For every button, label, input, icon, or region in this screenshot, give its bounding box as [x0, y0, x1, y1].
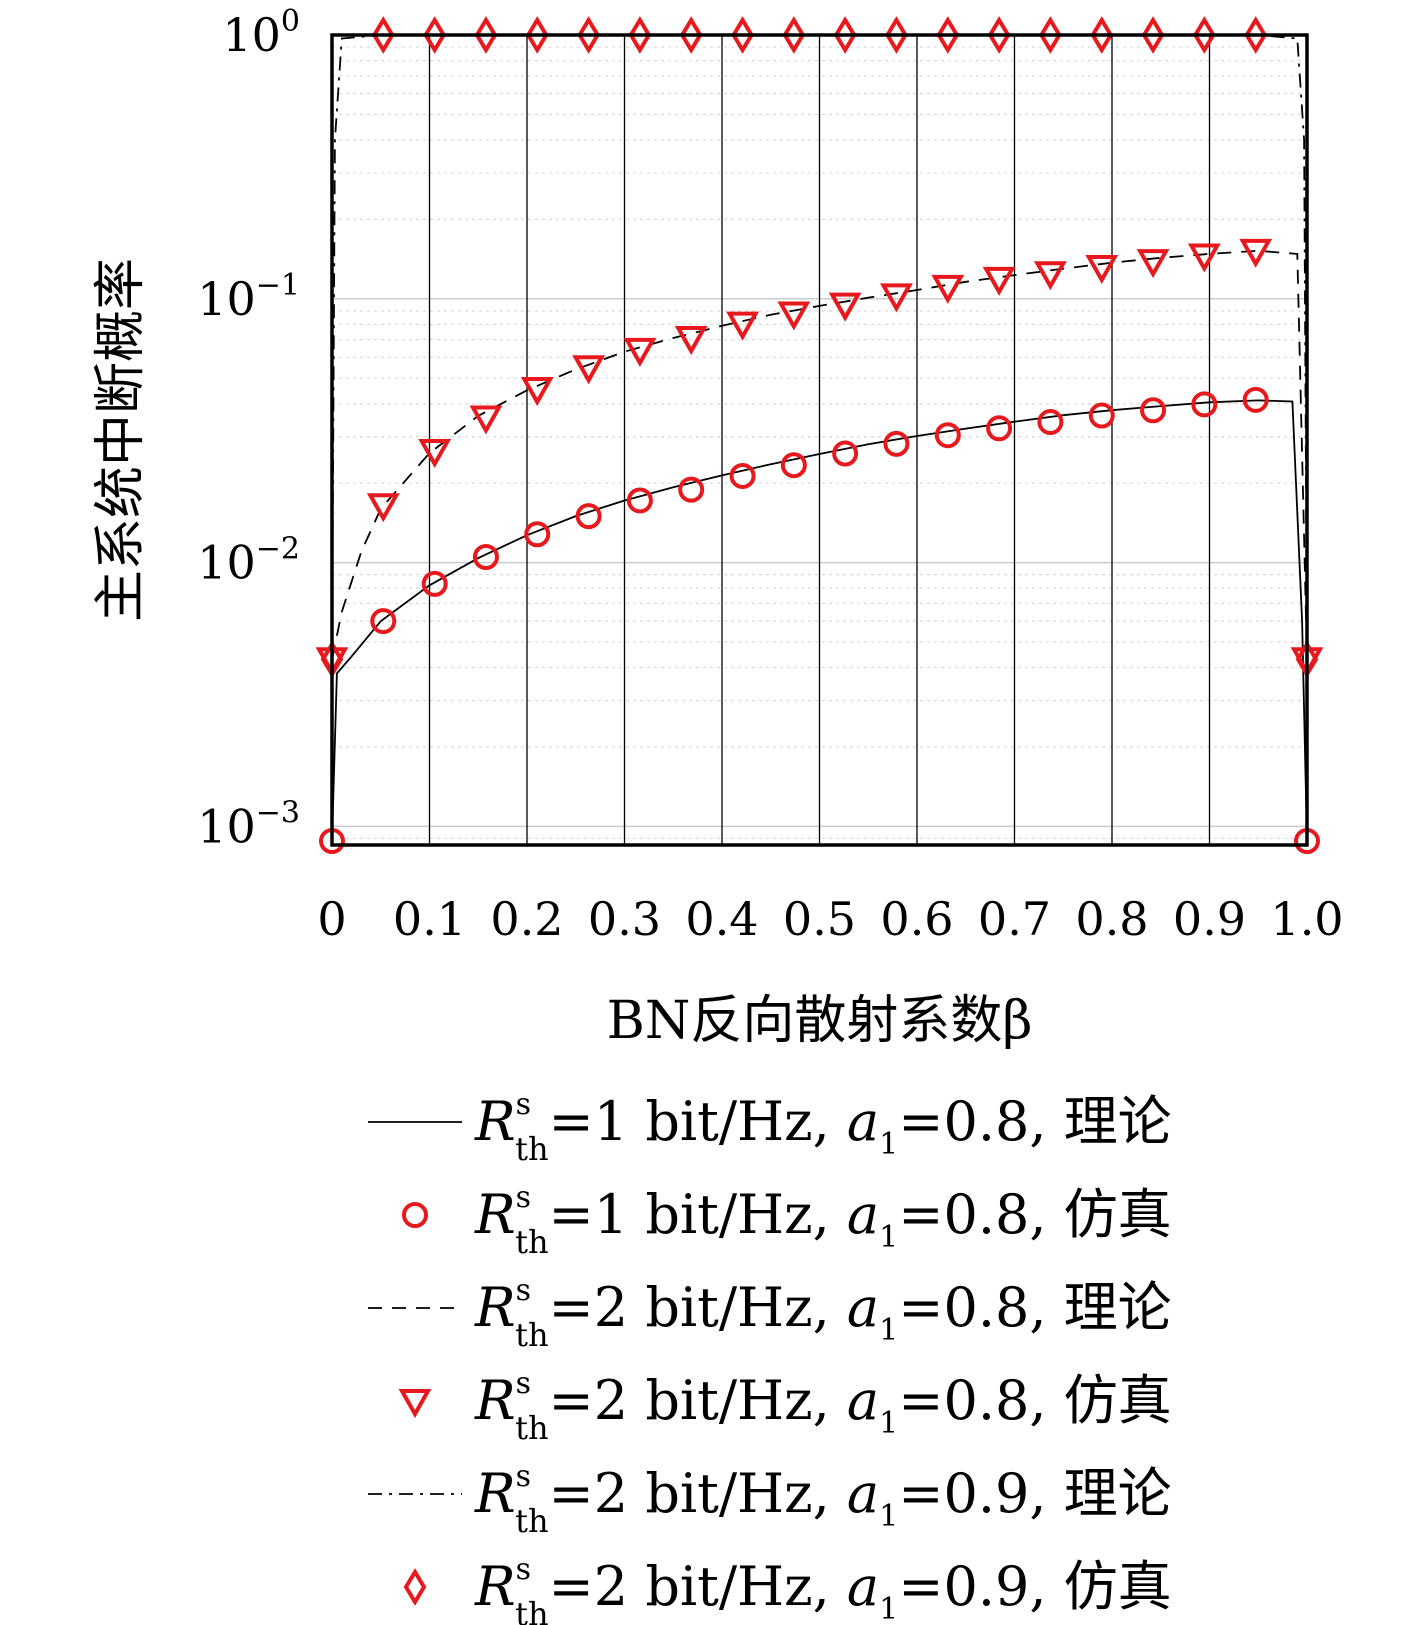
y-tick-labels: 100 10−1 10−2 10−3: [197, 4, 300, 853]
x-tick-label: 0.3: [588, 892, 661, 946]
data-point-s2-14: [1037, 409, 1064, 436]
data-point-s4-7: [674, 326, 708, 356]
data-point-s6-8: [731, 16, 754, 54]
data-point-s2-12: [934, 422, 961, 449]
data-point-s2-16: [1140, 397, 1167, 424]
series-line-3: [331, 249, 1308, 660]
x-tick-labels: 0 0.1 0.2 0.3 0.4 0.5 0.6 0.7 0.8 0.9 1.0: [317, 892, 1343, 946]
data-point-s6-5: [577, 16, 600, 54]
x-tick-label: 0: [317, 892, 346, 946]
data-point-s6-10: [833, 16, 857, 54]
data-point-s2-5: [575, 503, 602, 530]
data-point-s4-15: [1085, 254, 1119, 285]
data-point-s6-6: [628, 16, 652, 54]
legend-label: Rs th=1 bit/Hz, a1=0.8, 仿真: [474, 1180, 1172, 1261]
data-point-s2-10: [832, 440, 859, 467]
data-point-s4-6: [623, 337, 657, 367]
data-point-s2-7: [678, 476, 705, 503]
y-tick-label: 10−1: [197, 268, 300, 326]
legend-item: Rs th=1 bit/Hz, a1=0.8, 理论: [368, 1087, 1172, 1168]
legend-label: Rs th=2 bit/Hz, a1=0.8, 仿真: [474, 1366, 1172, 1447]
x-tick-label: 0.4: [685, 892, 758, 946]
legend-marker-sample: [403, 1568, 427, 1606]
y-tick-label: 10−3: [197, 795, 300, 853]
legend-item: Rs th=2 bit/Hz, a1=0.9, 理论: [368, 1459, 1172, 1540]
data-point-s2-6: [626, 487, 653, 514]
data-point-s6-7: [679, 16, 703, 54]
legend-label: Rs th=2 bit/Hz, a1=0.9, 理论: [474, 1459, 1172, 1540]
data-point-s4-2: [418, 438, 452, 469]
legend-item: Rs th=2 bit/Hz, a1=0.8, 理论: [368, 1273, 1172, 1354]
data-point-s2-2: [421, 570, 448, 597]
data-point-s6-1: [371, 16, 395, 54]
legend-marker-sample: [398, 1389, 432, 1419]
x-tick-label: 0.9: [1173, 892, 1246, 946]
data-point-s2-11: [883, 430, 910, 457]
data-point-s2-4: [524, 521, 551, 548]
legend-label: Rs th=2 bit/Hz, a1=0.9, 仿真: [474, 1552, 1172, 1625]
legend-item: Rs th=1 bit/Hz, a1=0.8, 仿真: [402, 1180, 1172, 1261]
x-tick-label: 0.8: [1075, 892, 1148, 946]
data-point-s6-9: [782, 16, 806, 54]
data-point-s2-9: [780, 452, 807, 479]
legend-item: Rs th=2 bit/Hz, a1=0.8, 仿真: [398, 1366, 1172, 1447]
data-point-s4-8: [726, 311, 760, 341]
x-tick-label: 0.2: [490, 892, 563, 946]
data-point-s4-18: [1239, 238, 1273, 268]
data-point-s4-11: [879, 283, 913, 313]
legend-label: Rs th=1 bit/Hz, a1=0.8, 理论: [474, 1087, 1172, 1168]
y-tick-label: 10−2: [197, 532, 300, 590]
data-point-s6-13: [987, 16, 1011, 54]
data-point-s4-5: [572, 355, 606, 385]
y-axis-title: 主系统中断概率: [91, 258, 151, 622]
data-point-s6-4: [525, 16, 549, 54]
data-point-s4-4: [520, 377, 554, 407]
data-point-s2-1: [370, 608, 397, 635]
x-axis-title: BN反向散射系数β: [607, 991, 1033, 1051]
x-tick-label: 0.7: [978, 892, 1051, 946]
data-point-s6-2: [423, 16, 446, 54]
data-point-s4-17: [1187, 243, 1221, 273]
data-point-s6-11: [885, 16, 908, 54]
y-tick-label: 100: [222, 4, 300, 62]
data-point-s6-3: [474, 16, 498, 54]
series-markers: [315, 16, 1324, 855]
x-tick-label: 0.1: [393, 892, 466, 946]
grid: [332, 34, 1307, 845]
data-point-s2-3: [472, 543, 499, 570]
x-tick-label: 0.6: [880, 892, 953, 946]
data-point-s4-12: [931, 274, 965, 304]
data-point-s6-12: [936, 16, 960, 54]
data-point-s2-8: [729, 462, 756, 489]
data-point-s2-15: [1088, 402, 1115, 429]
data-point-s6-15: [1090, 16, 1114, 54]
series-line-1: [331, 399, 1308, 842]
data-point-s4-14: [1033, 261, 1067, 291]
data-point-s6-18: [1244, 16, 1268, 54]
data-point-s2-18: [1242, 386, 1269, 413]
data-point-s6-16: [1141, 16, 1165, 54]
x-tick-label: 1.0: [1270, 892, 1343, 946]
data-point-s4-1: [366, 493, 400, 523]
legend-label: Rs th=2 bit/Hz, a1=0.8, 理论: [474, 1273, 1172, 1354]
data-point-s4-10: [828, 292, 862, 322]
data-point-s6-14: [1039, 16, 1062, 54]
plot-frame: [330, 33, 1309, 847]
data-point-s4-3: [469, 405, 503, 435]
legend-marker-sample: [402, 1202, 428, 1228]
legend: Rs th=1 bit/Hz, a1=0.8, 理论 Rs th=1 bit/Hz, …: [368, 1087, 1172, 1625]
data-point-s2-17: [1191, 391, 1218, 418]
data-point-s4-13: [982, 266, 1016, 296]
legend-item: Rs th=2 bit/Hz, a1=0.9, 仿真: [403, 1552, 1172, 1625]
data-point-s6-17: [1193, 16, 1216, 54]
data-point-s4-9: [777, 301, 811, 331]
x-tick-label: 0.5: [783, 892, 856, 946]
data-point-s2-13: [986, 415, 1013, 442]
data-point-s4-16: [1136, 249, 1170, 279]
